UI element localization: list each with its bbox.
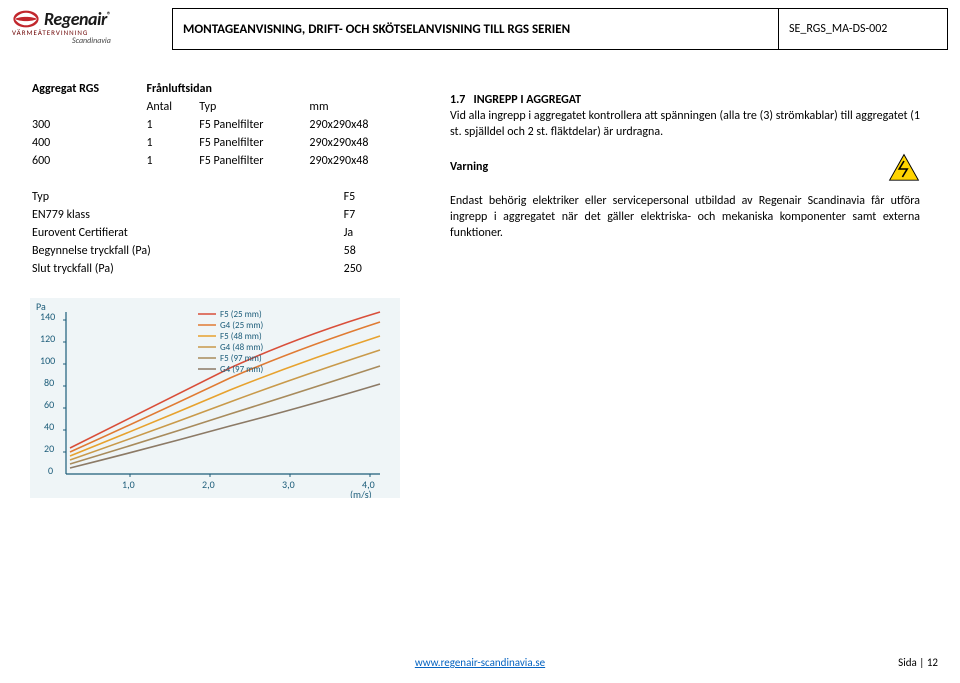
table-subheader: Typ (197, 98, 307, 116)
svg-text:60: 60 (44, 398, 54, 411)
header-bar: Regenair® VÄRMEÅTERVINNING Scandinavia M… (0, 0, 960, 50)
header-title-cell: MONTAGEANVISNING, DRIFT- OCH SKÖTSELANVI… (172, 8, 778, 50)
table-row: TypF5 (30, 188, 410, 206)
table-row: 600 1 F5 Panelfilter 290x290x48 (30, 152, 410, 170)
table-subheader: mm (307, 98, 410, 116)
section-intro: 1.7 INGREPP I AGGREGAT Vid alla ingrepp … (450, 92, 920, 141)
svg-text:20: 20 (44, 442, 54, 455)
svg-text:F5 (48 mm): F5 (48 mm) (220, 331, 262, 342)
warning-text: Endast behörig elektriker eller servicep… (450, 193, 920, 242)
svg-text:G4 (25 mm): G4 (25 mm) (220, 320, 264, 331)
doc-code: SE_RGS_MA-DS-002 (789, 22, 887, 36)
warning-icon (888, 153, 920, 181)
content-area: Aggregat RGS Frånluftsidan Antal Typ mm … (0, 50, 960, 498)
pressure-drop-chart: Pa 140 120 100 80 60 40 20 0 (30, 298, 400, 498)
svg-text:G4 (97 mm): G4 (97 mm) (220, 364, 264, 375)
logo-cell: Regenair® VÄRMEÅTERVINNING Scandinavia (12, 8, 172, 50)
table-row: 400 1 F5 Panelfilter 290x290x48 (30, 134, 410, 152)
table-row: Slut tryckfall (Pa)250 (30, 260, 410, 278)
svg-text:120: 120 (40, 332, 55, 345)
svg-text:40: 40 (44, 420, 54, 433)
svg-text:80: 80 (44, 376, 54, 389)
logo-text: Regenair® (44, 8, 111, 30)
svg-text:2,0: 2,0 (202, 478, 215, 491)
svg-text:G4 (48 mm): G4 (48 mm) (220, 342, 264, 353)
table-header: Aggregat RGS (30, 80, 144, 116)
svg-text:0: 0 (48, 464, 53, 477)
table-row: Eurovent CertifieratJa (30, 224, 410, 242)
svg-text:100: 100 (40, 354, 55, 367)
doc-title: MONTAGEANVISNING, DRIFT- OCH SKÖTSELANVI… (183, 22, 570, 37)
page-number: Sida | 12 (898, 656, 938, 669)
logo-subtitle2: Scandinavia (72, 36, 111, 46)
svg-text:(m/s): (m/s) (350, 488, 372, 498)
table-row: 300 1 F5 Panelfilter 290x290x48 (30, 116, 410, 134)
header-code-cell: SE_RGS_MA-DS-002 (778, 8, 948, 50)
logo: Regenair® VÄRMEÅTERVINNING Scandinavia (12, 8, 111, 46)
spec-table: TypF5 EN779 klassF7 Eurovent Certifierat… (30, 188, 410, 278)
website-link[interactable]: www.regenair-scandinavia.se (415, 656, 545, 669)
svg-text:F5 (97 mm): F5 (97 mm) (220, 353, 262, 364)
table-row: Begynnelse tryckfall (Pa)58 (30, 242, 410, 260)
svg-text:F5 (25 mm): F5 (25 mm) (220, 309, 262, 320)
warning-row: Varning (450, 153, 920, 181)
table-row: EN779 klassF7 (30, 206, 410, 224)
table-subheader: Antal (144, 98, 197, 116)
svg-text:140: 140 (40, 310, 55, 323)
left-column: Aggregat RGS Frånluftsidan Antal Typ mm … (30, 80, 410, 498)
svg-text:3,0: 3,0 (282, 478, 295, 491)
right-column: 1.7 INGREPP I AGGREGAT Vid alla ingrepp … (450, 80, 940, 498)
logo-mark-icon (12, 9, 40, 29)
table-header: Frånluftsidan (144, 80, 410, 98)
filter-table: Aggregat RGS Frånluftsidan Antal Typ mm … (30, 80, 410, 170)
footer-link: www.regenair-scandinavia.se (0, 656, 960, 669)
svg-text:1,0: 1,0 (122, 478, 135, 491)
warning-label: Varning (450, 160, 488, 174)
